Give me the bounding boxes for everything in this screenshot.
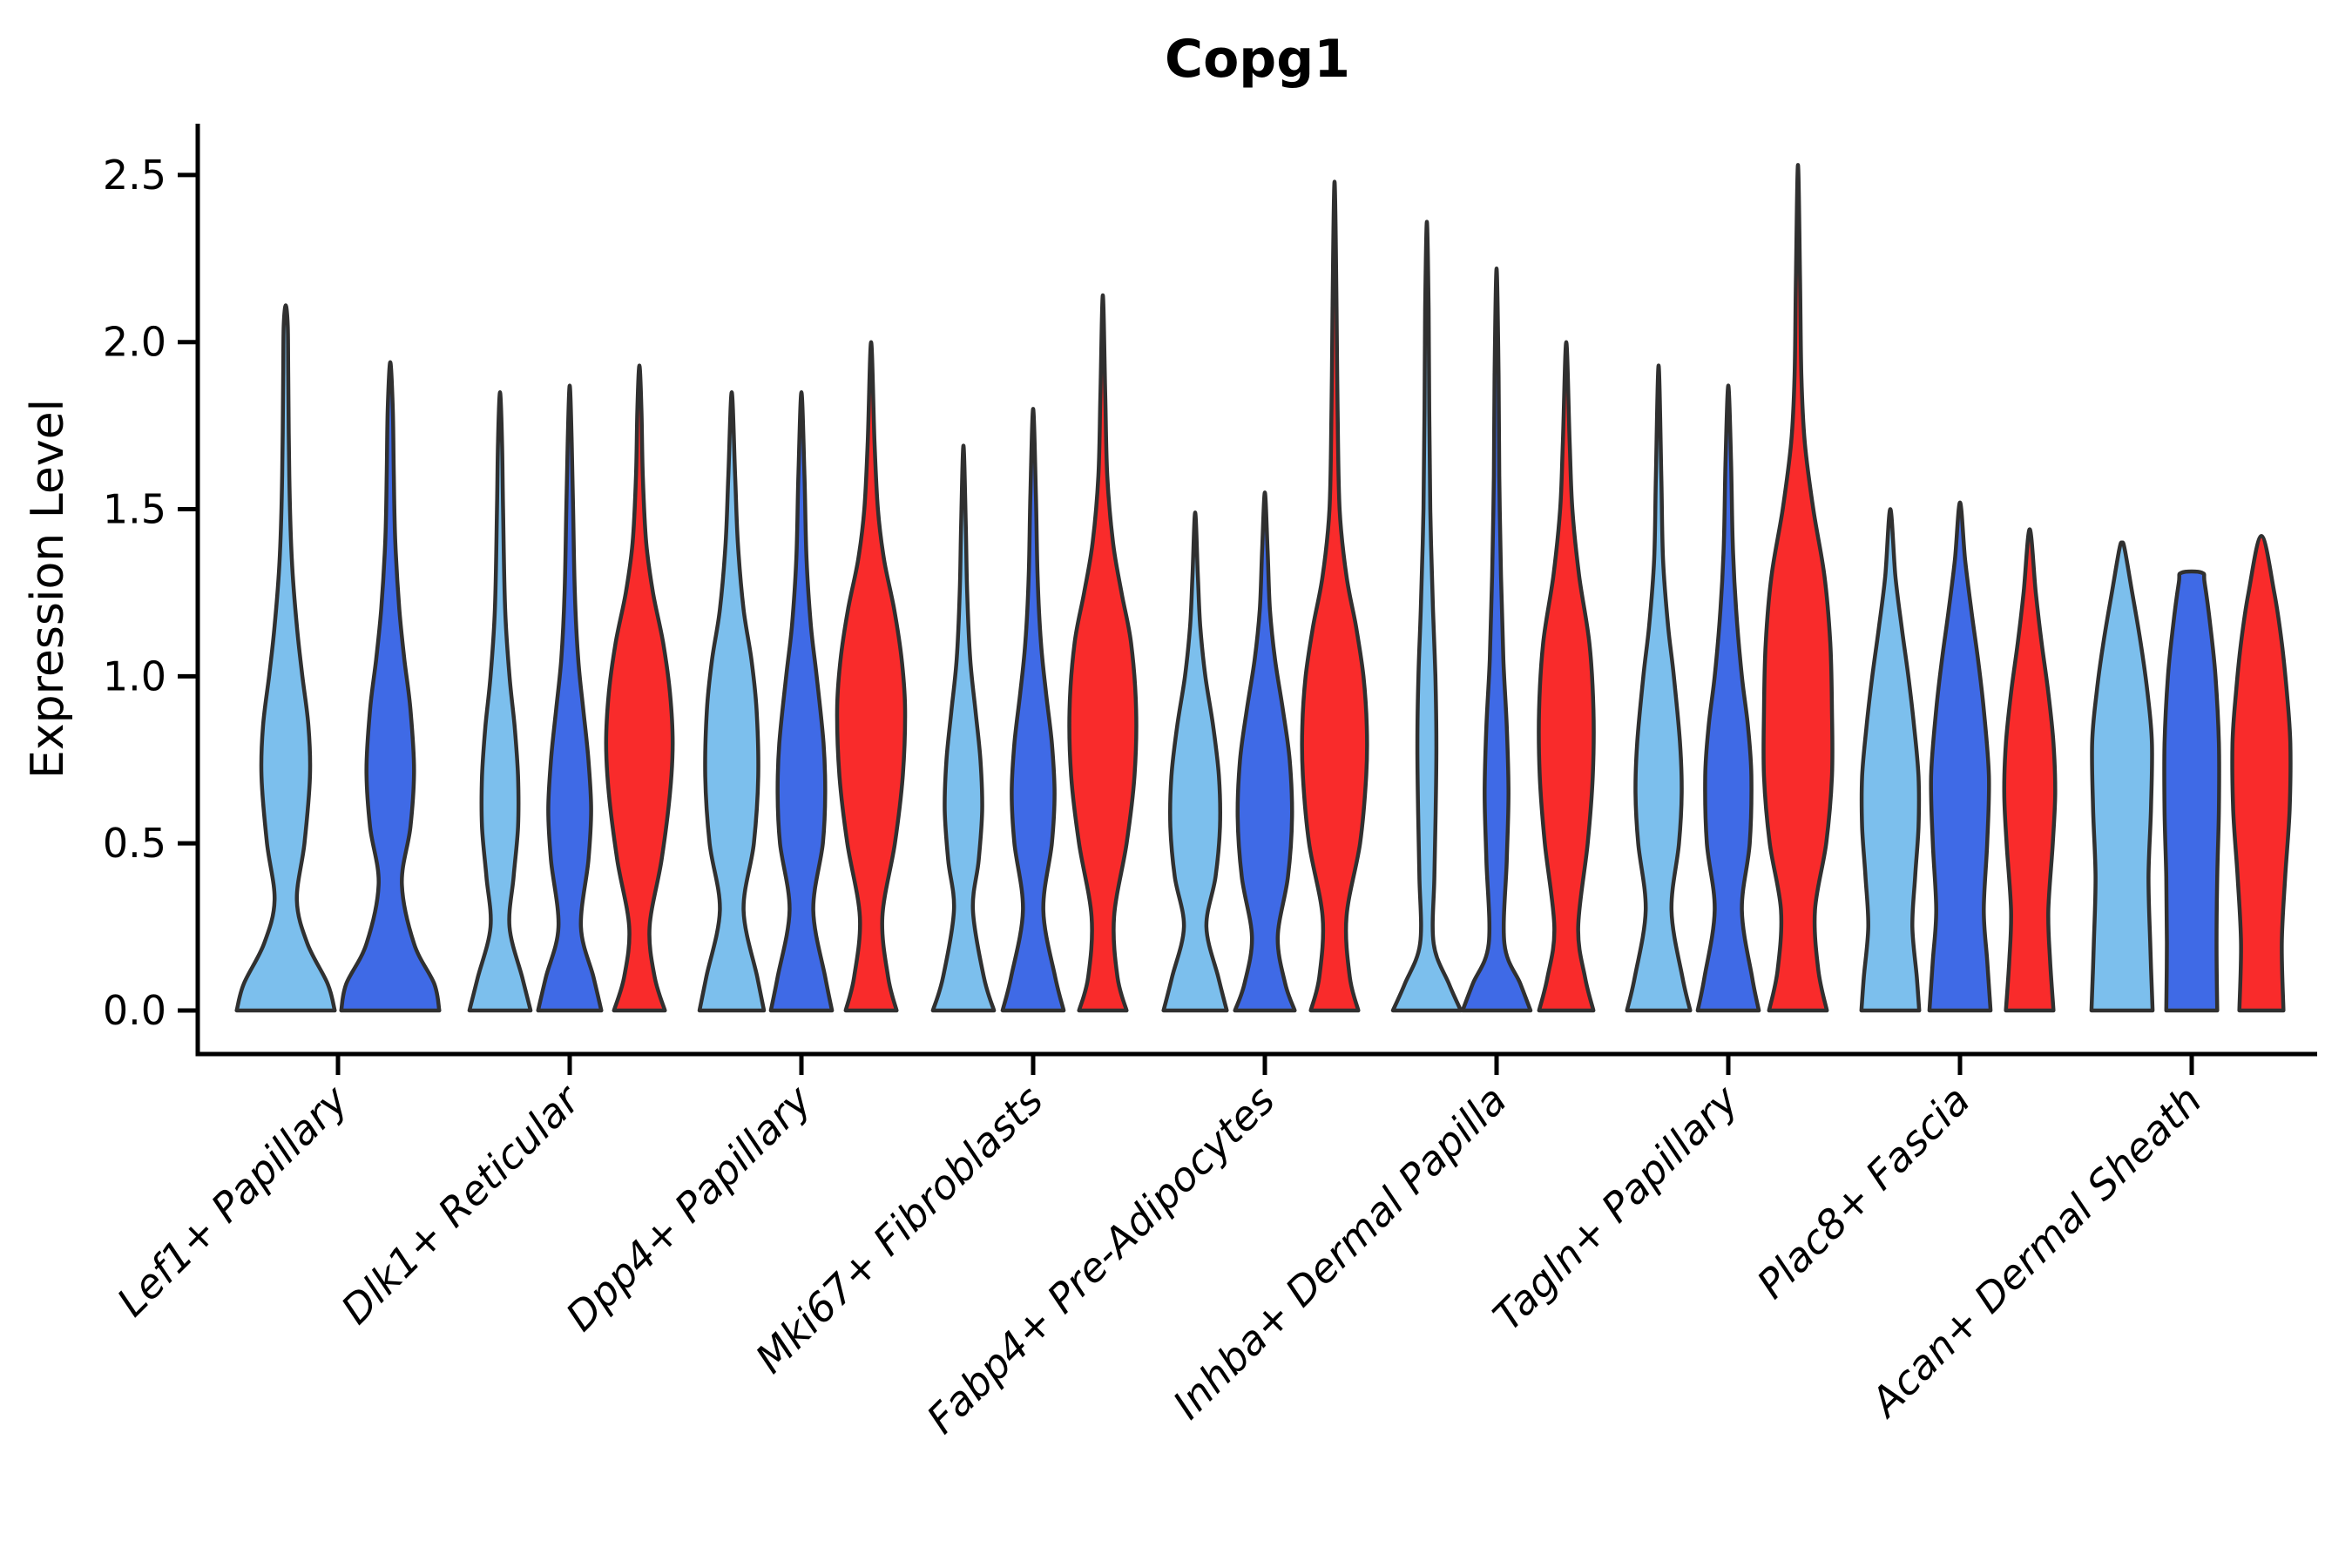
violin-c8-light_blue <box>2089 540 2155 1013</box>
x-category-label: Dlk1+ Reticular <box>332 1074 591 1333</box>
violin-c8-red <box>2230 533 2293 1013</box>
violin-c8-dark_blue <box>2162 569 2221 1013</box>
violin-c2-red <box>835 340 908 1013</box>
violin-c7-light_blue <box>1859 507 1922 1013</box>
violin-c2-light_blue <box>697 390 767 1013</box>
violin-c1-dark_blue <box>536 383 604 1013</box>
violins-layer <box>234 163 2293 1013</box>
x-category-labels: Lef1+ Papillary Dlk1+ Reticular Dpp4+ Pa… <box>108 1074 2211 1443</box>
violin-c7-red <box>2002 527 2058 1013</box>
y-tick-label: 1.5 <box>103 486 166 533</box>
violin-c6-red <box>1761 163 1835 1013</box>
y-tick-label: 2.5 <box>103 152 166 199</box>
violin-c6-dark_blue <box>1695 383 1761 1013</box>
y-tick-label: 0.5 <box>103 820 166 867</box>
violin-c0-light_blue <box>234 303 337 1013</box>
violin-c3-light_blue <box>930 443 997 1013</box>
axes-layer <box>178 124 2317 1075</box>
x-category-label: Plac8+ Fascia <box>1747 1077 1978 1308</box>
y-tick-label: 2.0 <box>103 319 166 366</box>
y-axis-title: Expression Level <box>22 399 74 779</box>
violin-c6-light_blue <box>1625 363 1693 1013</box>
violin-c3-red <box>1067 293 1139 1013</box>
violin-c4-light_blue <box>1161 510 1229 1013</box>
violin-c2-dark_blue <box>768 390 835 1013</box>
violin-c5-red <box>1537 340 1596 1013</box>
x-category-label: Dpp4+ Papillary <box>557 1076 821 1340</box>
x-category-label: Lef1+ Papillary <box>108 1076 357 1325</box>
y-tick-label: 1.0 <box>103 652 166 700</box>
x-category-label: Tagln+ Papillary <box>1484 1076 1747 1340</box>
y-tick-labels: 0.0 0.5 1.0 1.5 2.0 2.5 <box>103 152 166 1034</box>
y-tick-label: 0.0 <box>103 987 166 1034</box>
chart-title: Copg1 <box>1165 29 1350 90</box>
violin-c4-red <box>1300 179 1369 1013</box>
violin-c5-dark_blue <box>1460 267 1533 1013</box>
violin-c4-dark_blue <box>1233 490 1297 1013</box>
violin-c7-dark_blue <box>1927 500 1993 1013</box>
violin-c1-light_blue <box>467 390 533 1013</box>
violin-c5-light_blue <box>1390 220 1463 1013</box>
violin-c3-dark_blue <box>1000 407 1066 1013</box>
violin-c0-dark_blue <box>339 360 442 1013</box>
violin-c1-red <box>604 363 675 1013</box>
